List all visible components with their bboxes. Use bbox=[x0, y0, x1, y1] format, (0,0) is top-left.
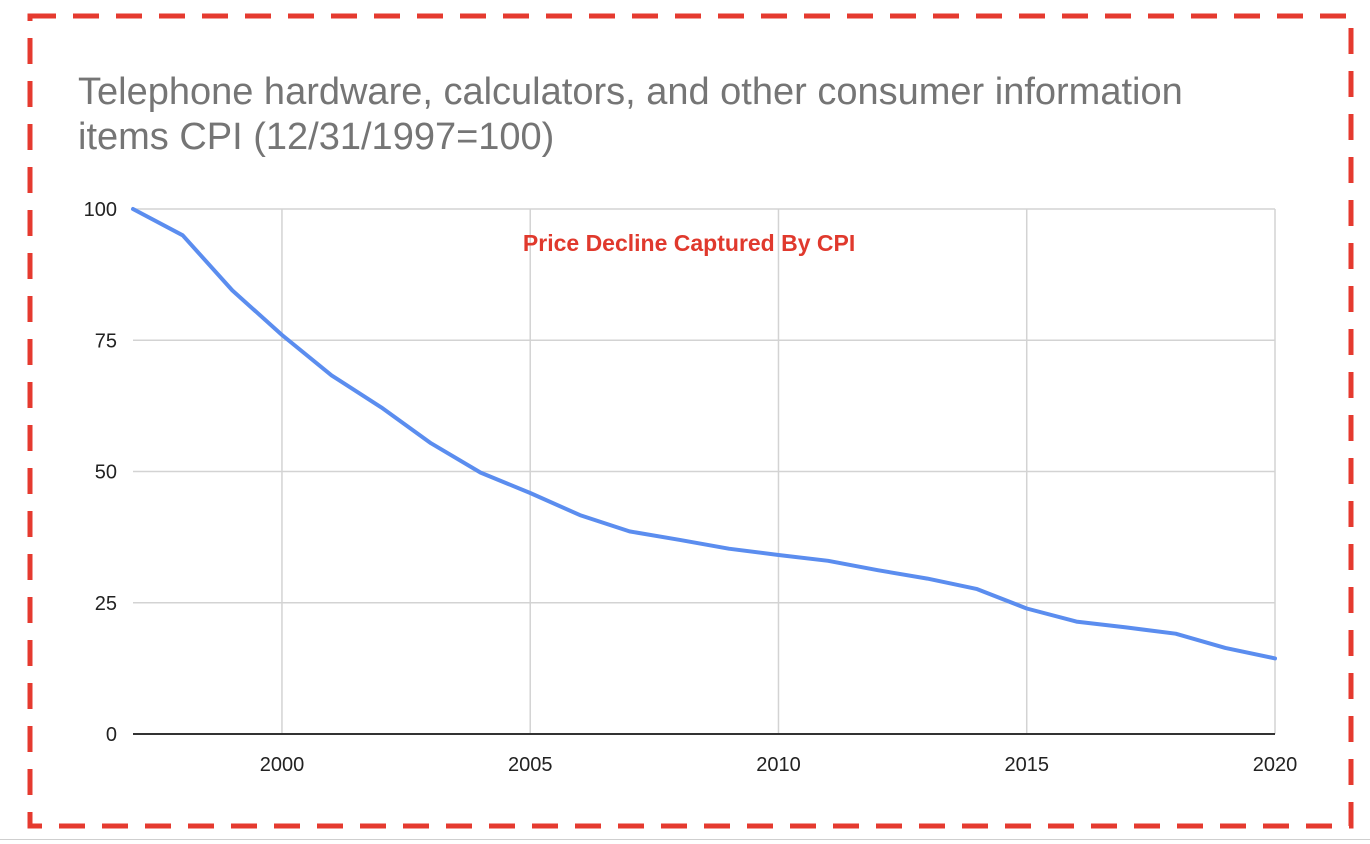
y-tick-label: 0 bbox=[106, 724, 117, 746]
x-tick-label: 2020 bbox=[1253, 754, 1298, 776]
x-tick-label: 2005 bbox=[508, 754, 553, 776]
series-line bbox=[131, 207, 1277, 661]
bottom-divider bbox=[0, 839, 1370, 840]
x-tick-label: 2015 bbox=[1004, 754, 1049, 776]
grid-lines bbox=[133, 208, 1276, 734]
y-tick-label: 100 bbox=[84, 199, 117, 221]
y-tick-label: 75 bbox=[95, 330, 117, 352]
x-tick-label: 2010 bbox=[756, 754, 801, 776]
annotations: Price Decline Captured By CPI bbox=[523, 230, 855, 256]
series bbox=[131, 207, 1277, 661]
y-tick-label: 50 bbox=[95, 462, 117, 484]
tick-labels: 0 25 50 75 100 2000 2005 2010 2015 2020 bbox=[84, 199, 1298, 776]
annotation-label: Price Decline Captured By CPI bbox=[523, 230, 855, 256]
chart-title: Telephone hardware, calculators, and oth… bbox=[78, 71, 1183, 158]
y-tick-label: 25 bbox=[95, 593, 117, 615]
dashed-border bbox=[27, 13, 1354, 829]
x-tick-label: 2000 bbox=[260, 754, 305, 776]
